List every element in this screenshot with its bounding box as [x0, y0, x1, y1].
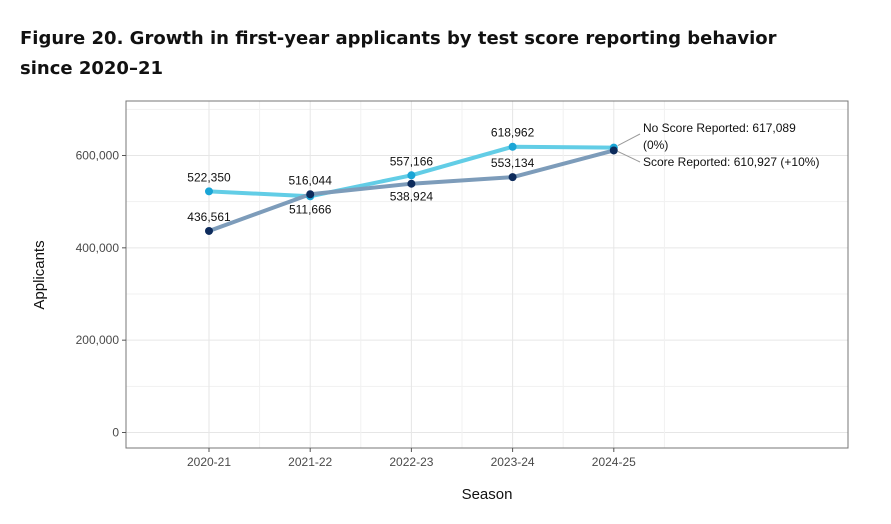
data-point-1-1 — [306, 190, 315, 199]
plot-panel — [125, 100, 849, 449]
data-point-1-4 — [609, 146, 618, 155]
x-tick-label: 2022-23 — [389, 455, 433, 469]
y-tick-label: 600,000 — [76, 149, 120, 163]
data-label-0-1: 511,666 — [289, 202, 332, 216]
end-label-1-line-0: Score Reported: 610,927 (+10%) — [643, 155, 819, 169]
x-tick-label: 2023-24 — [491, 455, 535, 469]
y-tick-label: 400,000 — [76, 241, 120, 255]
data-point-0-0 — [205, 187, 213, 196]
data-label-1-1: 516,044 — [289, 173, 333, 187]
y-tick-label: 200,000 — [76, 333, 120, 347]
chart-gridlines — [126, 101, 848, 448]
end-label-leader-0 — [617, 133, 641, 147]
data-point-1-0 — [205, 226, 213, 235]
data-label-1-3: 553,134 — [491, 156, 535, 170]
data-label-0-0: 522,350 — [187, 170, 231, 184]
data-point-1-3 — [508, 173, 517, 182]
y-axis: 0 200,000 400,000 600,000 — [76, 149, 126, 440]
x-tick-label: 2020-21 — [187, 455, 231, 469]
end-label-0-line-1: (0%) — [643, 138, 668, 152]
x-axis-label: Season — [462, 486, 513, 503]
data-label-0-2: 557,166 — [390, 154, 434, 168]
data-labels: 522,350 511,666 557,166 618,962 436,561 516,0… — [187, 126, 534, 224]
figure-title: Figure 20. Growth in first-year applican… — [20, 28, 777, 79]
data-point-0-3 — [508, 142, 517, 151]
x-axis: 2020-21 2021-22 2022-23 2023-24 2024-25 — [187, 448, 636, 469]
data-point-0-2 — [407, 171, 416, 180]
series-points — [205, 142, 618, 235]
end-label-0-line-0: No Score Reported: 617,089 — [643, 121, 796, 135]
data-label-0-3: 618,962 — [491, 126, 535, 140]
y-axis-label: Applicants — [31, 240, 48, 309]
data-point-1-2 — [407, 179, 416, 188]
end-labels: No Score Reported: 617,089 (0%) Score Repo… — [617, 121, 819, 169]
x-tick-label: 2021-22 — [288, 455, 332, 469]
data-label-1-0: 436,561 — [187, 210, 231, 224]
y-tick-label: 0 — [112, 426, 119, 440]
x-tick-label: 2024-25 — [592, 455, 636, 469]
end-label-leader-1 — [617, 151, 641, 163]
data-label-1-2: 538,924 — [390, 190, 434, 204]
